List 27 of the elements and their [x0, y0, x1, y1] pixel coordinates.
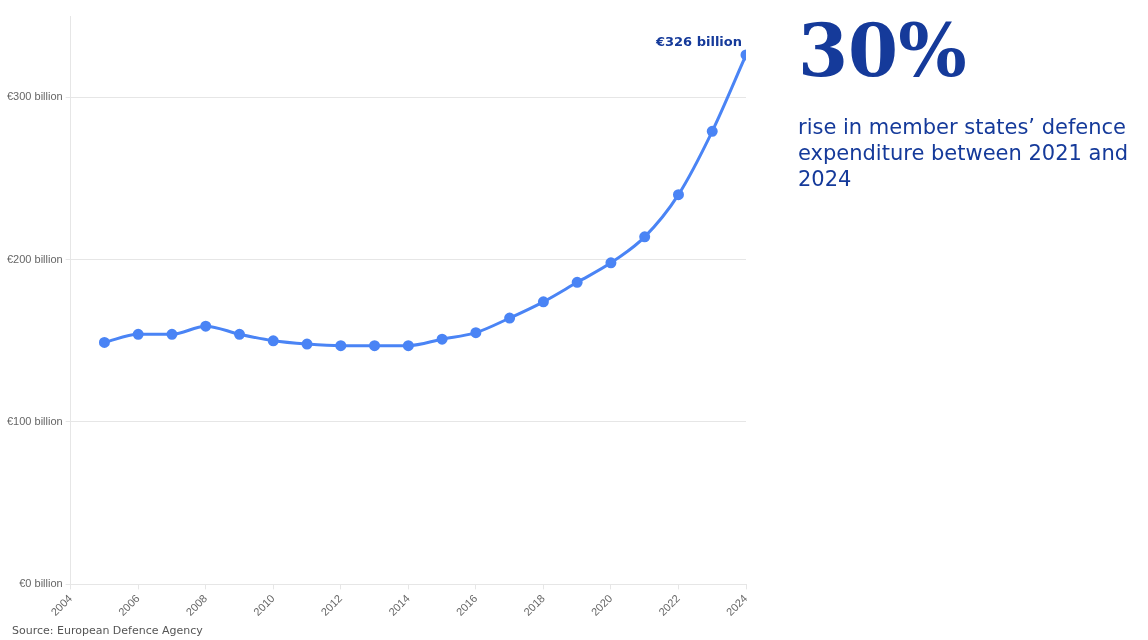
point: [639, 231, 651, 243]
point: [605, 257, 617, 269]
point: [335, 340, 347, 352]
y-tick-label: €200 billion: [7, 252, 63, 265]
point: [301, 338, 313, 350]
point: [132, 328, 144, 340]
text: rise in member states’ defence expenditure between 2021 and 2024: [798, 114, 1130, 192]
point: [166, 328, 178, 340]
source-note: Source: European Defence Agency: [12, 624, 203, 637]
y-tick-label: €300 billion: [7, 90, 63, 103]
y-tick-label: €100 billion: [7, 415, 63, 427]
y-tick-label: €0 billion: [19, 577, 63, 590]
point: [436, 333, 448, 345]
text: 30%: [798, 8, 968, 94]
point: [504, 312, 516, 324]
point: [369, 340, 381, 352]
point: [537, 296, 549, 308]
point: [672, 189, 684, 201]
point: [402, 340, 414, 352]
point: [470, 327, 482, 339]
point: [571, 276, 583, 288]
point: [98, 336, 110, 348]
point: [706, 125, 718, 137]
annotation: €326 billion: [654, 33, 742, 49]
point: [267, 335, 279, 347]
point: [233, 328, 245, 340]
point: [200, 320, 212, 332]
